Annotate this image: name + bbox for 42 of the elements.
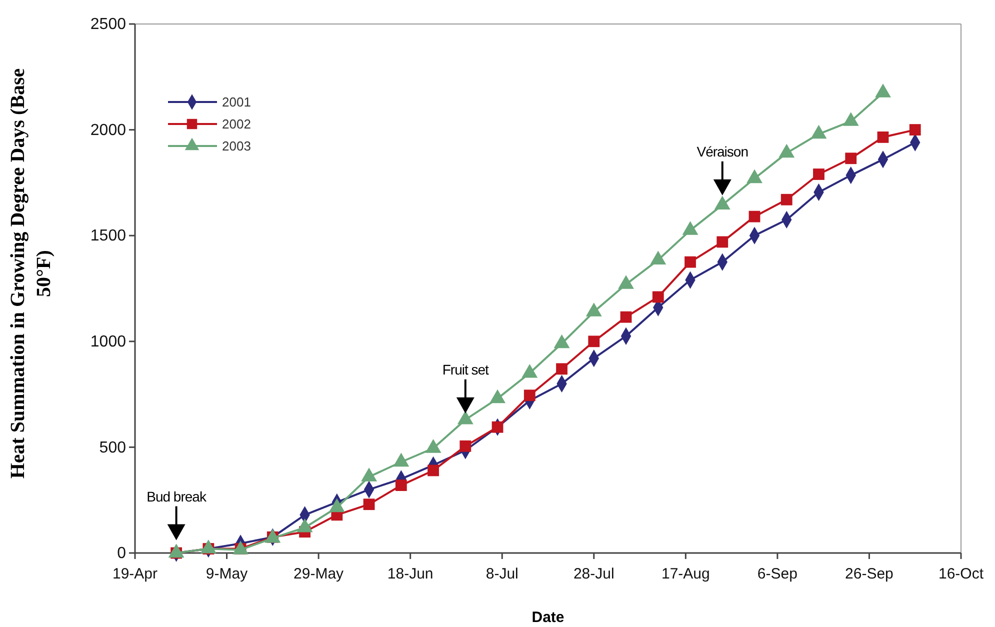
annotation: Véraison xyxy=(696,143,748,160)
point xyxy=(363,498,375,510)
point xyxy=(845,152,857,164)
x-tick-label: 16-Oct xyxy=(938,566,984,582)
x-tick-label: 19-Apr xyxy=(112,566,158,582)
legend-label: 2002 xyxy=(222,116,251,132)
point xyxy=(877,132,889,143)
x-tick-label: 8-Jul xyxy=(486,566,518,582)
x-tick-label: 6-Sep xyxy=(757,566,798,582)
point xyxy=(716,236,728,248)
point xyxy=(652,291,664,303)
point xyxy=(588,336,600,348)
y-tick-label: 1500 xyxy=(90,228,126,245)
x-tick-label: 29-May xyxy=(294,566,344,582)
y-tick-label: 500 xyxy=(99,439,126,456)
point xyxy=(620,311,632,323)
legend-label: 2003 xyxy=(222,138,251,154)
point xyxy=(813,168,824,180)
x-tick-label: 17-Aug xyxy=(661,566,710,582)
y-tick-label: 2000 xyxy=(90,122,126,139)
annotation: Fruit set xyxy=(442,361,490,378)
point xyxy=(492,421,504,433)
y-axis-title: Heat Summation in Growing Degree Days (Base 50°F) xyxy=(7,68,55,479)
legend-label: 2001 xyxy=(222,94,251,110)
point xyxy=(428,464,439,476)
y-tick-label: 2500 xyxy=(90,16,126,34)
y-tick-label: 0 xyxy=(117,545,126,562)
annotation: Bud break xyxy=(146,488,208,504)
point xyxy=(780,194,792,206)
point xyxy=(748,210,760,222)
point xyxy=(556,363,568,375)
x-tick-label: 9-May xyxy=(206,566,248,582)
y-tick-label: 1000 xyxy=(90,334,126,351)
x-tick-label: 28-Jul xyxy=(573,566,614,582)
point xyxy=(395,480,407,491)
point xyxy=(524,390,536,402)
x-axis-title: Date xyxy=(532,609,564,626)
x-tick-label: 26-Sep xyxy=(845,566,894,582)
point xyxy=(909,124,921,136)
point xyxy=(460,440,472,452)
point xyxy=(684,256,696,268)
x-tick-label: 18-Jun xyxy=(387,566,434,582)
